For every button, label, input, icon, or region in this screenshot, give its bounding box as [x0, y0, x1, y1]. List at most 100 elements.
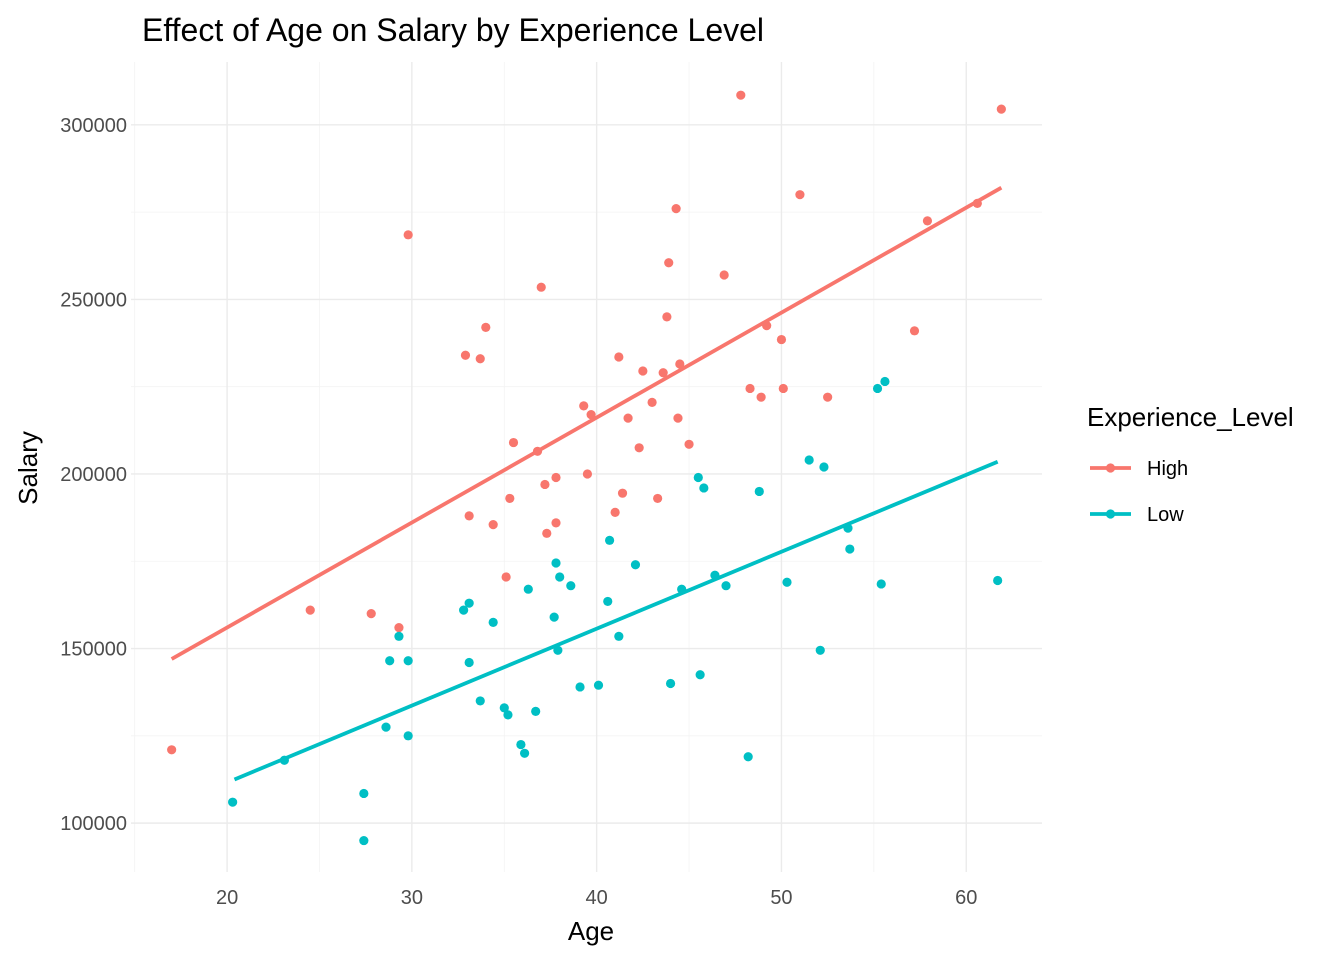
legend: Experience_Level High Low	[1087, 402, 1294, 526]
data-point	[488, 520, 498, 530]
data-point	[305, 605, 315, 615]
y-tick-label: 250000	[60, 289, 127, 311]
data-point	[634, 443, 644, 453]
data-point	[610, 507, 620, 517]
data-point	[488, 617, 498, 627]
data-point	[693, 472, 703, 483]
x-axis-ticks: 20 30 40 50 60	[216, 887, 977, 909]
data-point	[699, 483, 709, 493]
data-point	[754, 486, 764, 497]
data-point	[804, 455, 814, 465]
data-point	[675, 359, 685, 369]
data-point	[776, 334, 787, 345]
data-point	[872, 383, 883, 394]
data-point	[638, 366, 648, 376]
data-point	[658, 368, 668, 378]
data-point	[523, 584, 533, 594]
data-point	[593, 680, 604, 690]
data-point	[460, 350, 471, 360]
data-point	[519, 748, 530, 758]
data-point	[531, 706, 541, 716]
data-point	[403, 230, 413, 240]
y-tick-label: 150000	[60, 639, 127, 661]
data-point	[551, 472, 561, 483]
data-point	[623, 413, 633, 423]
data-point	[795, 190, 805, 200]
data-point	[536, 282, 546, 292]
data-point	[403, 656, 413, 666]
data-point	[586, 410, 596, 420]
x-tick-label: 50	[770, 887, 792, 909]
data-point	[664, 258, 674, 268]
data-point	[381, 722, 391, 732]
data-point	[756, 392, 766, 402]
data-point	[614, 631, 624, 641]
data-point	[996, 104, 1006, 114]
legend-item-low: Low	[1090, 504, 1184, 526]
y-tick-label: 300000	[60, 115, 127, 137]
data-point	[540, 479, 550, 490]
data-point	[459, 605, 469, 615]
minor-gridlines	[131, 62, 1042, 872]
data-point	[823, 392, 833, 402]
major-gridlines	[131, 62, 1042, 872]
data-point	[579, 401, 589, 411]
data-point	[551, 558, 561, 568]
data-point	[385, 656, 395, 666]
x-axis-title: Age	[568, 916, 614, 946]
data-point	[845, 544, 855, 554]
data-point	[603, 596, 613, 607]
data-point	[499, 703, 509, 713]
data-point	[617, 488, 628, 498]
data-point	[403, 731, 413, 741]
data-point	[695, 670, 705, 680]
data-point	[359, 835, 369, 846]
legend-key-point	[1105, 509, 1116, 519]
x-tick-label: 20	[216, 887, 238, 909]
data-point	[630, 560, 641, 570]
data-point	[551, 518, 561, 528]
data-point	[582, 469, 593, 479]
chart-title: Effect of Age on Salary by Experience Le…	[142, 12, 764, 48]
data-point	[464, 511, 474, 521]
data-point	[475, 696, 485, 706]
series-layer	[167, 90, 1006, 846]
data-point	[909, 326, 920, 336]
trend-line	[170, 186, 1003, 661]
y-axis-ticks: 100000 150000 200000 250000 300000	[60, 115, 127, 835]
data-point	[647, 397, 657, 408]
data-point	[614, 352, 624, 362]
data-point	[516, 739, 526, 750]
data-point	[719, 270, 729, 280]
data-point	[993, 575, 1003, 586]
data-point	[555, 572, 565, 582]
data-point	[673, 413, 683, 423]
x-tick-label: 30	[401, 887, 423, 909]
data-point	[736, 90, 746, 100]
y-tick-label: 200000	[60, 464, 127, 486]
data-point	[662, 312, 672, 322]
series-low	[228, 376, 1003, 846]
data-point	[542, 528, 552, 538]
data-point	[604, 535, 615, 545]
data-point	[819, 462, 829, 472]
data-point	[553, 645, 563, 655]
y-tick-label: 100000	[60, 813, 127, 835]
data-point	[876, 579, 886, 589]
data-point	[394, 631, 404, 641]
data-point	[880, 376, 890, 387]
trend-line	[233, 460, 999, 782]
data-point	[653, 493, 663, 504]
data-point	[503, 710, 513, 720]
data-point	[549, 612, 559, 622]
data-point	[671, 204, 681, 214]
data-point	[366, 609, 376, 619]
data-point	[922, 216, 933, 226]
data-point	[721, 581, 731, 591]
x-tick-label: 40	[586, 887, 608, 909]
data-point	[782, 577, 792, 587]
data-point	[167, 745, 177, 755]
data-point	[743, 752, 753, 762]
data-point	[481, 322, 491, 332]
legend-label: High	[1147, 458, 1188, 480]
